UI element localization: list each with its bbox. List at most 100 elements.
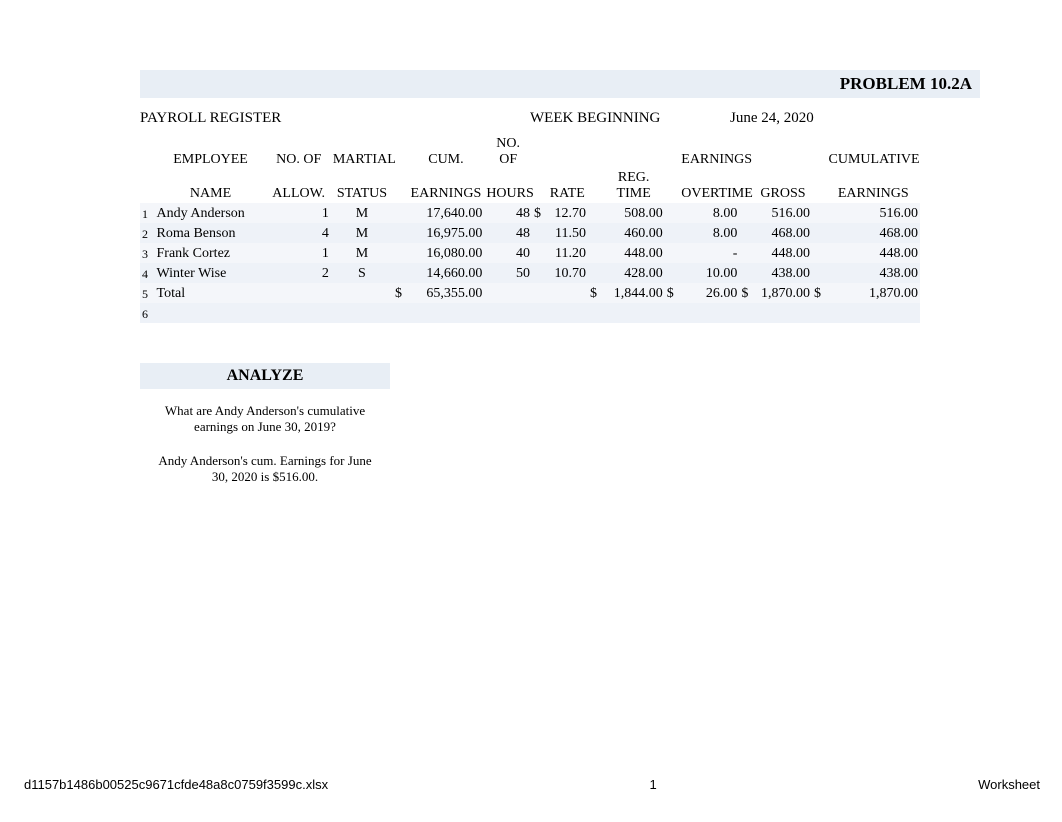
cell [812,223,827,243]
cell: 14,660.00 [408,263,485,283]
cell: 1 [140,203,155,223]
cell [532,223,547,243]
col-cume-2: EARNINGS [827,169,920,203]
payroll-table: EMPLOYEE NO. OF MARTIAL CUM. NO. OF EARN… [140,135,920,323]
cell [665,243,680,263]
header-row-1: EMPLOYEE NO. OF MARTIAL CUM. NO. OF EARN… [140,135,920,169]
cell [331,283,393,303]
cell [812,243,827,263]
cell [547,283,588,303]
analyze-title: ANALYZE [140,363,390,389]
analyze-answer: Andy Anderson's cum. Earnings for June 3… [140,449,390,489]
cell: Total [155,283,267,303]
cell [665,223,680,243]
cell [393,203,408,223]
cell [532,283,547,303]
cell [665,303,680,323]
cell: 1,844.00 [603,283,665,303]
cell: 438.00 [754,263,812,283]
page-content: PROBLEM 10.2A PAYROLL REGISTER WEEK BEGI… [0,0,1062,489]
cell: 5 [140,283,155,303]
table-row: 4Winter Wise2S14,660.005010.70428.0010.0… [140,263,920,283]
cell: $ [588,283,603,303]
cell [603,303,665,323]
table-row: 6 [140,303,920,323]
problem-title: PROBLEM 10.2A [140,70,980,98]
week-date: June 24, 2020 [730,110,880,127]
col-employee-1: EMPLOYEE [155,135,267,169]
cell [267,303,331,323]
cell [754,303,812,323]
col-martial-1: MARTIAL [331,135,393,169]
cell: Andy Anderson [155,203,267,223]
col-martial-2: STATUS [331,169,393,203]
cell: 1 [267,243,331,263]
cell: M [331,223,393,243]
cell: 1,870.00 [827,283,920,303]
footer-sheet: Worksheet [978,777,1040,792]
cell: 10.70 [547,263,588,283]
table-row: 3Frank Cortez1M16,080.004011.20448.00-44… [140,243,920,263]
cell [532,263,547,283]
payroll-register-label: PAYROLL REGISTER [140,110,530,127]
cell: 468.00 [754,223,812,243]
cell: 3 [140,243,155,263]
cell: $ [532,203,547,223]
cell [739,203,754,223]
col-allow-1: NO. OF [267,135,331,169]
table-row: 5Total$65,355.00$1,844.00$26.00$1,870.00… [140,283,920,303]
cell: 48 [484,203,532,223]
cell: 4 [267,223,331,243]
cell: 460.00 [603,223,665,243]
col-gross: GROSS [754,169,812,203]
cell [588,243,603,263]
cell [393,303,408,323]
cell [393,263,408,283]
cell [739,223,754,243]
cell: 40 [484,243,532,263]
cell: Frank Cortez [155,243,267,263]
col-cum-1: CUM. [408,135,485,169]
cell: 2 [267,263,331,283]
cell [588,263,603,283]
cell [393,223,408,243]
week-beginning-label: WEEK BEGINNING [530,110,730,127]
cell: 2 [140,223,155,243]
cell [739,303,754,323]
cell [679,303,739,323]
footer-filename: d1157b1486b00525c9671cfde48a8c0759f3599c… [24,777,328,792]
cell: 26.00 [679,283,739,303]
cell: M [331,243,393,263]
header-row-2: NAME ALLOW. STATUS EARNINGS HOURS RATE R… [140,169,920,203]
col-hours-1: NO. OF [484,135,532,169]
cell: 516.00 [827,203,920,223]
cell: 65,355.00 [408,283,485,303]
col-allow-2: ALLOW. [267,169,331,203]
cell: 6 [140,303,155,323]
cell: Winter Wise [155,263,267,283]
cell: Roma Benson [155,223,267,243]
cell: 16,975.00 [408,223,485,243]
footer-page: 1 [649,777,656,792]
cell: 4 [140,263,155,283]
cell: 8.00 [679,203,739,223]
col-cume-1: CUMULATIVE [827,135,920,169]
analyze-box: ANALYZE What are Andy Anderson's cumulat… [140,363,390,489]
cell [408,303,485,323]
cell [827,303,920,323]
cell: $ [665,283,680,303]
col-rate: RATE [547,169,588,203]
table-row: 2Roma Benson4M16,975.004811.50460.008.00… [140,223,920,243]
cell [484,303,532,323]
cell: 468.00 [827,223,920,243]
analyze-question: What are Andy Anderson's cumulative earn… [140,399,390,439]
cell: 448.00 [603,243,665,263]
cell [484,283,532,303]
cell: S [331,263,393,283]
cell [267,283,331,303]
cell [665,263,680,283]
cell: M [331,203,393,223]
col-cum-2: EARNINGS [408,169,485,203]
cell [547,303,588,323]
cell: 438.00 [827,263,920,283]
